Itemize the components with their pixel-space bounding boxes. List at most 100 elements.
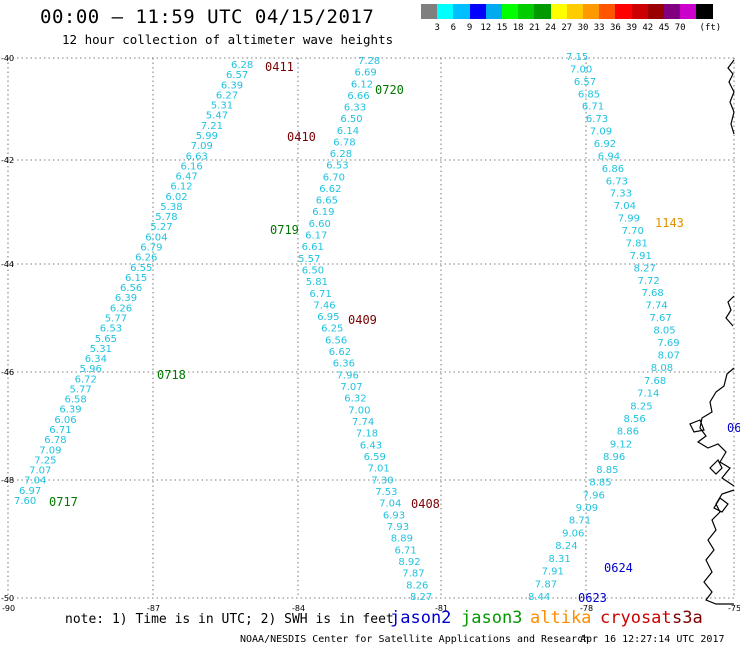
swh-value: 7.70 — [622, 226, 644, 237]
graticule — [7, 57, 735, 599]
coast-segment — [713, 497, 729, 513]
swh-value: 7.67 — [650, 313, 672, 324]
lon-label: -75 — [728, 604, 740, 613]
lon-label: -84 — [292, 604, 305, 613]
footer-note: note: 1) Time is in UTC; 2) SWH is in fe… — [65, 612, 394, 627]
lat-label: -46 — [1, 368, 14, 377]
lat-label: -42 — [1, 156, 14, 165]
swh-value: 6.57 — [574, 77, 596, 88]
swh-value: 6.04 — [145, 232, 167, 243]
pass-time-label: 0719 — [270, 223, 299, 237]
coast-segment — [696, 367, 735, 487]
swh-value: 6.12 — [170, 182, 192, 193]
swh-value: 6.33 — [344, 103, 366, 114]
swh-value: 5.65 — [95, 334, 117, 345]
swh-value: 6.95 — [317, 312, 339, 323]
swh-value: 6.62 — [319, 184, 341, 195]
swh-value: 6.78 — [333, 137, 355, 148]
swh-value: 8.07 — [658, 350, 680, 361]
scale-swatch — [485, 4, 502, 19]
swh-value: 7.25 — [34, 455, 56, 466]
swh-value: 5.99 — [196, 131, 218, 142]
swh-value: 6.62 — [329, 347, 351, 358]
pass-time-label: 0411 — [265, 60, 294, 74]
swh-value: 6.61 — [302, 242, 324, 253]
swh-value: 5.47 — [206, 111, 228, 122]
swh-value: 6.55 — [130, 263, 152, 274]
swh-value: 6.47 — [176, 172, 198, 183]
swh-value: 8.27 — [634, 263, 656, 274]
coast-segment — [727, 59, 735, 135]
swh-value: 6.56 — [325, 335, 347, 346]
swh-value: 8.56 — [624, 414, 646, 425]
swh-value: 7.96 — [583, 490, 605, 501]
swh-value: 8.31 — [549, 554, 571, 565]
swh-value: 6.06 — [54, 415, 76, 426]
swh-value: 6.71 — [310, 289, 332, 300]
swh-value: 5.77 — [70, 385, 92, 396]
pass-time-label: 0718 — [157, 368, 186, 382]
pass-time-label: 0624 — [604, 561, 633, 575]
lat-label: -40 — [1, 54, 14, 63]
legend-s3a: s3a — [672, 608, 703, 628]
lat-label: -48 — [1, 476, 14, 485]
swh-value: 8.85 — [589, 478, 611, 489]
swh-value: 7.60 — [14, 496, 36, 507]
swh-value: 7.87 — [402, 569, 424, 580]
pass-time-label: 0410 — [287, 130, 316, 144]
swh-value: 6.02 — [165, 192, 187, 203]
swh-value: 6.58 — [65, 395, 87, 406]
scale-label: 6 — [450, 23, 457, 33]
swh-value: 7.93 — [387, 522, 409, 533]
swh-value: 8.89 — [391, 534, 413, 545]
scale-swatch — [469, 4, 486, 19]
swh-value: 6.60 — [309, 219, 331, 230]
swh-value: 6.71 — [582, 102, 604, 113]
swh-value: 6.26 — [135, 253, 157, 264]
swh-value: 7.53 — [375, 487, 397, 498]
swh-value: 7.09 — [39, 445, 61, 456]
lat-label: -44 — [1, 260, 14, 269]
legend-jason3: jason3 — [461, 608, 523, 628]
scale-swatch — [631, 4, 648, 19]
scale-swatch — [534, 4, 551, 19]
swh-value: 7.09 — [191, 141, 213, 152]
swh-value: 7.74 — [352, 417, 374, 428]
swh-value: 8.26 — [406, 580, 428, 591]
scale-label: 39 — [626, 23, 638, 33]
swh-value: 7.04 — [24, 476, 46, 487]
swh-value: 6.73 — [606, 176, 628, 187]
scale-swatch — [615, 4, 632, 19]
swh-value: 5.77 — [105, 314, 127, 325]
swh-value: 6.57 — [226, 70, 248, 81]
lon-label: -90 — [2, 604, 15, 613]
swh-value: 6.63 — [186, 151, 208, 162]
scale-label: 18 — [512, 23, 524, 33]
swh-value: 7.00 — [570, 64, 592, 75]
swh-value: 7.14 — [637, 389, 659, 400]
scale-label: 33 — [593, 23, 605, 33]
swh-value: 6.12 — [351, 79, 373, 90]
swh-value: 7.87 — [535, 579, 557, 590]
swh-value: 7.33 — [610, 189, 632, 200]
chart-title: 00:00 – 11:59 UTC 04/15/2017 — [40, 6, 375, 28]
swh-value: 6.50 — [302, 265, 324, 276]
swh-value: 8.92 — [398, 557, 420, 568]
pass-time-label: 0623 — [578, 591, 607, 605]
scale-label: 27 — [561, 23, 573, 33]
swh-value: 6.71 — [395, 545, 417, 556]
swh-value: 7.72 — [638, 276, 660, 287]
swh-value: 6.17 — [305, 231, 327, 242]
swh-value: 6.25 — [321, 324, 343, 335]
swh-value: 7.04 — [379, 499, 401, 510]
chart-subtitle: 12 hour collection of altimeter wave hei… — [62, 32, 394, 47]
swh-value: 6.71 — [49, 425, 71, 436]
coast-segment — [725, 295, 735, 327]
scale-swatch — [583, 4, 600, 19]
legend-jason2: jason2 — [390, 608, 452, 628]
scale-label: 15 — [496, 23, 508, 33]
credit-line: NOAA/NESDIS Center for Satellite Applica… — [240, 634, 590, 645]
swh-value: 5.78 — [155, 212, 177, 223]
swh-value: 8.24 — [555, 541, 577, 552]
